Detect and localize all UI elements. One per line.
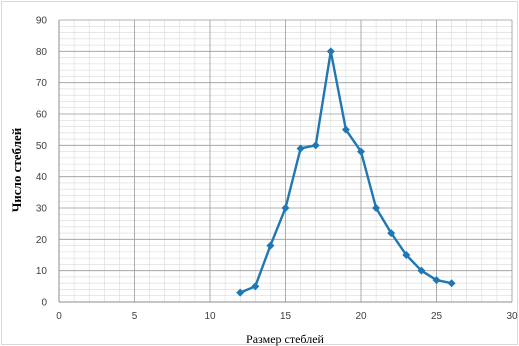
data-point-marker [236,288,245,297]
data-point-marker [372,204,381,212]
x-tick-label: 20 [355,311,367,322]
data-point-marker [432,276,441,285]
y-tick-label: 50 [36,141,48,152]
y-tick-label: 0 [41,298,47,309]
y-tick-label: 90 [36,16,48,27]
x-tick-label: 25 [431,311,443,322]
x-tick-label: 15 [280,311,292,322]
data-point-marker [311,141,320,150]
data-point-marker [266,241,275,250]
x-tick-label: 30 [506,311,518,322]
y-tick-labels: 0 10 20 30 40 50 60 70 80 90 [36,16,48,309]
data-point-marker [341,125,350,134]
y-tick-label: 40 [36,172,48,183]
data-point-marker [387,229,396,238]
y-axis-title: Число стеблей [9,127,24,212]
data-point-marker [251,282,260,291]
data-point-marker [357,147,365,156]
data-point-marker [281,204,290,212]
y-tick-label: 30 [36,204,48,215]
y-tick-label: 10 [36,266,48,277]
x-tick-label: 10 [204,311,216,322]
data-point-marker [402,251,411,259]
data-point-marker [417,266,426,275]
y-tick-label: 60 [36,110,48,121]
x-tick-label: 5 [132,311,138,322]
data-point-marker [447,279,456,288]
y-tick-label: 20 [36,235,48,246]
y-tick-label: 80 [36,47,48,58]
y-tick-label: 70 [36,78,48,89]
axes [58,20,512,303]
x-tick-labels: 0 5 10 15 20 25 30 [56,311,518,322]
x-axis-title: Размер стеблей [246,332,325,346]
data-point-marker [326,47,335,56]
data-point-marker [296,144,305,153]
x-tick-label: 0 [56,311,62,322]
series-group [236,47,456,297]
